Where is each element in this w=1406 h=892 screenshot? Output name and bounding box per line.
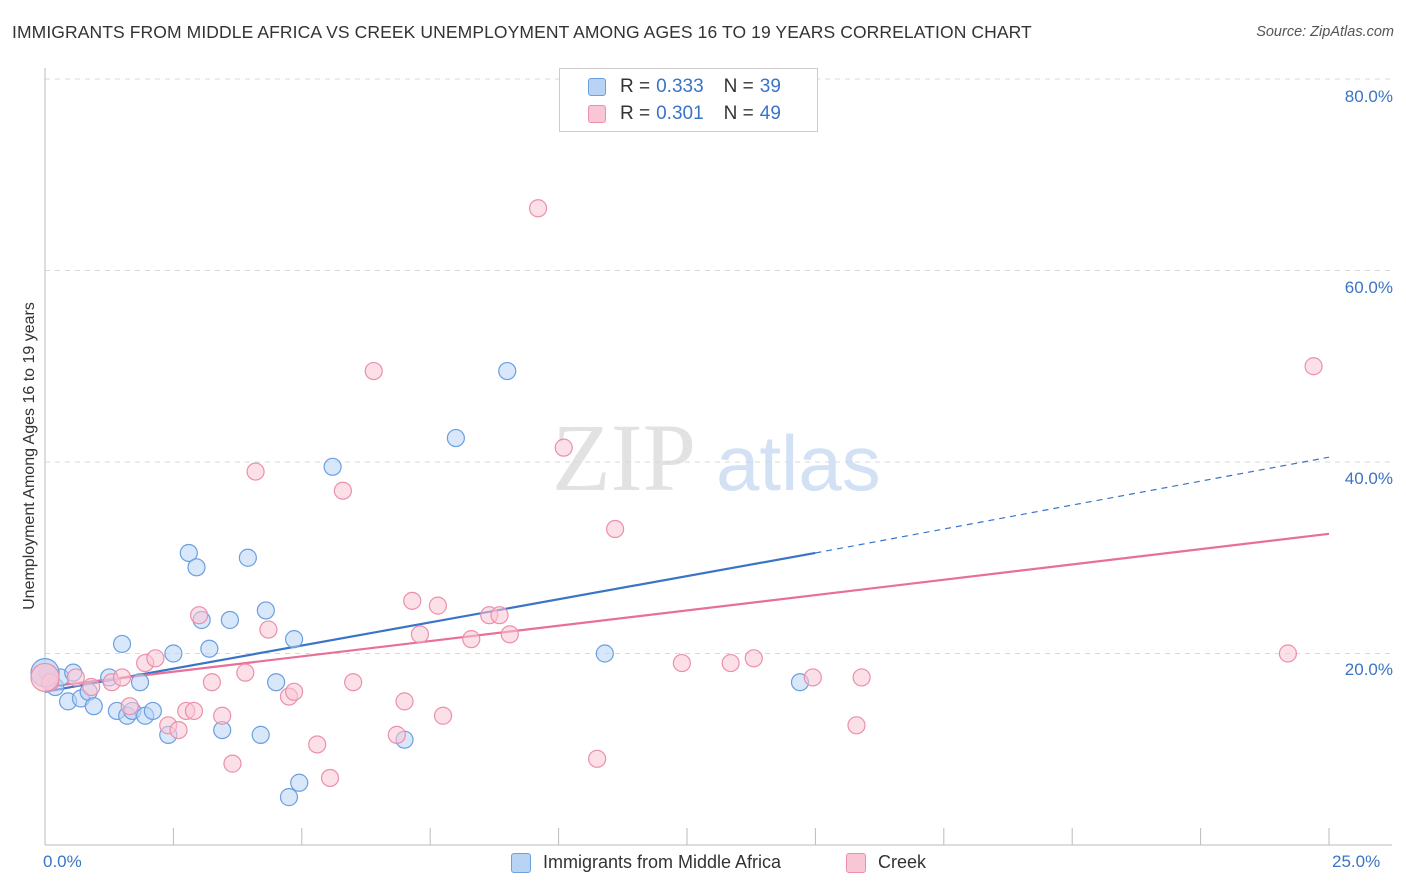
point-pink-22: [364, 361, 383, 381]
series-swatch-blue: [511, 852, 531, 873]
point-blue-29: [279, 788, 299, 807]
series-label-pink: Creek: [878, 852, 927, 872]
point-pink-33: [528, 199, 548, 218]
legend-n-value: 39: [759, 76, 781, 97]
point-blue-30: [284, 630, 304, 649]
x-tick-label-max: 25.0%: [1332, 852, 1381, 871]
point-pink-47: [82, 677, 101, 697]
series-label-blue: Immigrants from Middle Africa: [543, 852, 782, 872]
point-pink-13: [223, 754, 242, 773]
point-pink-1: [66, 668, 85, 687]
point-blue-18: [164, 644, 183, 663]
point-blue-16: [143, 701, 162, 721]
point-pink-46: [184, 701, 204, 721]
point-blue-36: [595, 644, 614, 663]
watermark-atlas: atlas: [716, 419, 881, 507]
legend-r-value: 0.301: [656, 103, 704, 124]
point-pink-40: [803, 668, 822, 687]
point-blue-25: [238, 548, 257, 567]
legend-row-blue: R = 0.333 N = 39: [588, 76, 781, 98]
point-pink-3: [112, 668, 132, 687]
point-blue-19: [179, 543, 198, 563]
point-pink-31: [490, 606, 509, 625]
point-pink-39: [744, 649, 763, 668]
point-pink-11: [202, 673, 222, 692]
point-pink-25: [403, 591, 422, 610]
point-pink-21: [333, 481, 352, 500]
correlation-legend: R = 0.333 N = 39 R = 0.301 N = 49: [559, 68, 818, 132]
series-legend-blue: Immigrants from Middle Africa: [511, 852, 781, 873]
point-pink-35: [588, 749, 607, 768]
point-pink-44: [1304, 357, 1323, 376]
point-blue-34: [446, 428, 465, 448]
point-pink-20: [320, 768, 340, 788]
trendline-blue-dashed: [815, 456, 1330, 554]
point-blue-20: [187, 558, 206, 577]
point-pink-42: [852, 668, 871, 687]
data-points: [30, 199, 1323, 807]
point-blue-31: [290, 773, 309, 792]
point-blue-11: [112, 634, 132, 654]
y-tick-label-60: 60.0%: [1344, 278, 1393, 297]
point-pink-23: [387, 725, 406, 744]
legend-r-label: R =: [620, 76, 651, 97]
point-pink-15: [246, 462, 265, 481]
y-tick-label-40: 40.0%: [1344, 469, 1393, 488]
point-blue-8: [84, 697, 103, 716]
point-pink-34: [554, 438, 573, 457]
legend-n-value: 49: [759, 103, 781, 124]
axes: [44, 68, 1392, 846]
legend-n-label: N =: [723, 76, 754, 97]
legend-r-label: R =: [620, 103, 651, 124]
watermark-zip: ZIP: [552, 404, 696, 511]
point-pink-12: [213, 706, 232, 725]
point-blue-14: [130, 673, 150, 692]
point-blue-26: [251, 725, 270, 744]
legend-n-label: N =: [723, 103, 754, 124]
point-pink-27: [428, 596, 448, 615]
series-legend-pink: Creek: [846, 852, 926, 873]
point-pink-14: [236, 663, 255, 682]
trendlines: [44, 456, 1330, 693]
point-blue-22: [200, 639, 219, 658]
point-pink-48: [344, 673, 363, 692]
point-pink-10: [189, 606, 209, 625]
point-blue-27: [256, 601, 275, 620]
legend-r-value: 0.333: [656, 76, 704, 97]
x-tick-label-min: 0.0%: [43, 852, 82, 871]
point-pink-32: [500, 625, 519, 644]
point-pink-37: [672, 653, 691, 673]
point-blue-32: [323, 457, 342, 476]
point-pink-26: [410, 625, 430, 644]
chart-title: IMMIGRANTS FROM MIDDLE AFRICA VS CREEK U…: [12, 22, 1032, 42]
point-pink-36: [605, 519, 625, 539]
point-blue-28: [267, 673, 286, 692]
y-tick-label-20: 20.0%: [1344, 660, 1393, 679]
point-pink-19: [308, 735, 327, 754]
point-pink-16: [259, 620, 278, 639]
point-pink-38: [721, 653, 740, 673]
point-blue-35: [498, 361, 517, 381]
y-tick-label-80: 80.0%: [1344, 87, 1393, 106]
grid-lines: [45, 78, 1392, 654]
point-blue-24: [220, 610, 239, 630]
point-pink-29: [462, 630, 481, 649]
trendline-pink: [44, 532, 1330, 689]
source-label: Source: ZipAtlas.com: [1256, 24, 1394, 40]
legend-swatch-pink: [588, 105, 606, 123]
point-pink-24: [395, 692, 414, 711]
legend-swatch-blue: [588, 78, 606, 96]
point-pink-45: [30, 662, 60, 693]
point-pink-43: [1278, 644, 1298, 663]
point-pink-8: [169, 720, 188, 740]
trendline-blue: [44, 551, 816, 693]
point-pink-18: [284, 682, 304, 701]
point-pink-28: [433, 706, 453, 725]
legend-row-pink: R = 0.301 N = 49: [588, 103, 781, 125]
series-swatch-pink: [846, 852, 866, 873]
point-pink-4: [120, 697, 139, 716]
point-pink-6: [146, 649, 165, 668]
point-pink-41: [847, 716, 866, 735]
